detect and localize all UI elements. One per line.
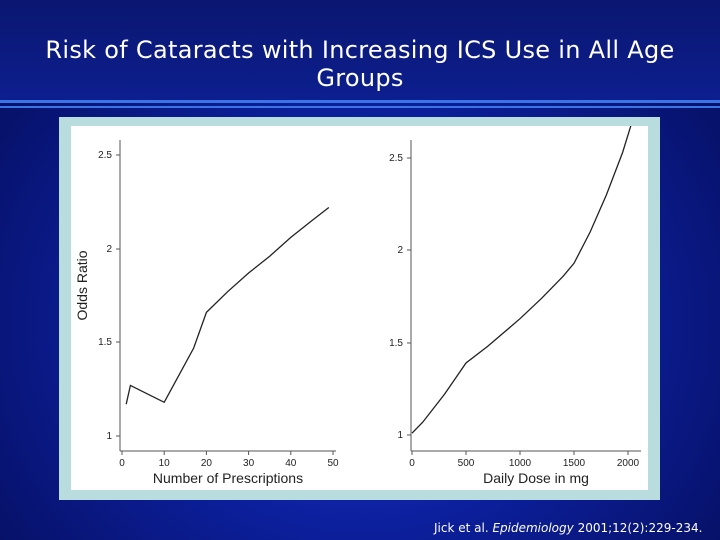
x-tick-label: 0 <box>409 458 415 469</box>
y-tick-label: 1 <box>397 430 403 441</box>
x-tick-label: 30 <box>243 458 255 469</box>
y-tick-label: 2.5 <box>389 153 403 164</box>
chart-1: 1 1.5 2 2.5 0 10 20 30 40 50 Number of Prescriptio… <box>74 140 339 486</box>
title-rule-top <box>0 100 720 103</box>
series-line <box>411 117 635 434</box>
y-tick-label: 2 <box>397 245 403 256</box>
y-axis-label: Odds Ratio <box>74 250 90 320</box>
slide-title: Risk of Cataracts with Increasing ICS Us… <box>45 36 675 92</box>
citation-journal: Epidemiology <box>492 521 574 535</box>
x-tick-label: 500 <box>458 458 475 469</box>
series-line <box>125 206 330 405</box>
x-tick-label: 40 <box>285 458 297 469</box>
y-tick-label: 2.5 <box>98 150 112 161</box>
title-rule-bottom <box>0 106 720 108</box>
y-tick-label: 1.5 <box>98 337 112 348</box>
figure-plot-area: 1 1.5 2 2.5 0 10 20 30 40 50 Number of Prescriptio… <box>71 117 648 490</box>
x-tick-label: 1000 <box>509 458 532 469</box>
x-tick-label: 10 <box>159 458 171 469</box>
y-tick-label: 1.5 <box>389 338 403 349</box>
chart-2: 1 1.5 2 2.5 0 500 1000 1500 2000 Daily Dose in mg <box>389 117 641 486</box>
x-axis-label: Daily Dose in mg <box>483 470 589 486</box>
y-tick-label: 2 <box>106 244 112 255</box>
x-tick-label: 1500 <box>563 458 586 469</box>
citation-authors: Jick et al. <box>434 521 493 535</box>
figure-panel: 1 1.5 2 2.5 0 10 20 30 40 50 Number of Prescriptio… <box>59 117 660 500</box>
x-tick-label: 50 <box>327 458 339 469</box>
citation-details: 2001;12(2):229-234. <box>573 521 703 535</box>
x-axis-label: Number of Prescriptions <box>153 470 303 486</box>
citation: Jick et al. Epidemiology 2001;12(2):229-… <box>434 521 702 535</box>
x-tick-label: 20 <box>201 458 213 469</box>
y-tick-label: 1 <box>106 431 112 442</box>
x-tick-label: 2000 <box>617 458 640 469</box>
title-bar <box>0 0 720 100</box>
x-tick-label: 0 <box>119 458 125 469</box>
